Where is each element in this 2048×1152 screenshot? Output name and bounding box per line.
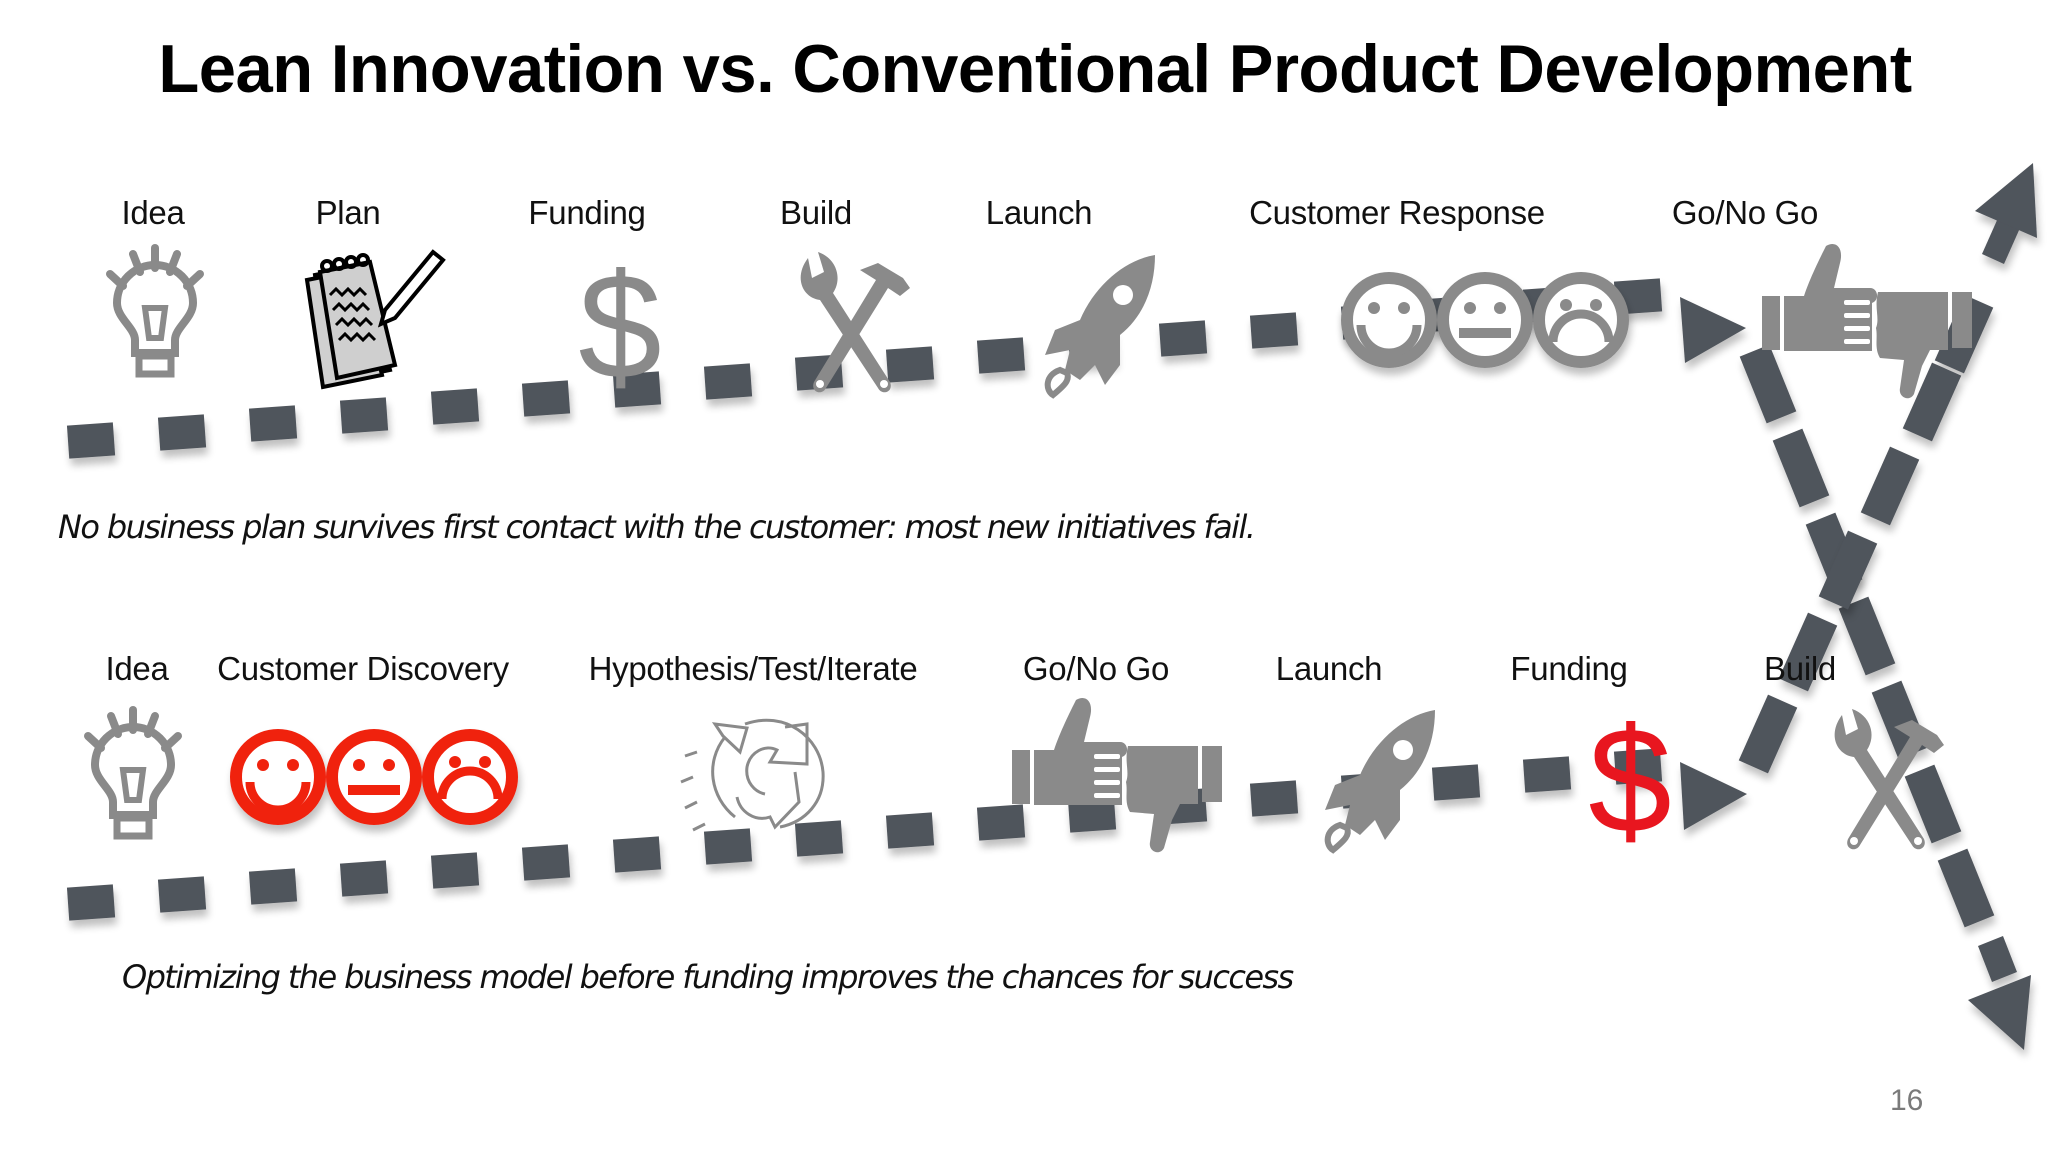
- lean-step-idea: Idea: [105, 650, 169, 687]
- slide-title: Lean Innovation vs. Conventional Product…: [158, 31, 1912, 107]
- lean-step-hypothesis-test-iterate: Hypothesis/Test/Iterate: [588, 650, 918, 687]
- lean-dashed-path: [66, 748, 1747, 921]
- lean-customer-discovery-smileys-icon: [236, 735, 512, 819]
- conventional-step-idea: Idea: [121, 194, 185, 231]
- lean-go-no-go-thumbs-icon: [1012, 697, 1222, 853]
- lean-funding-dollar-icon: $: [1588, 696, 1671, 864]
- lean-step-go-no-go: Go/No Go: [1022, 650, 1170, 687]
- lean-hypothesis-test-iterate-cycle-icon: [679, 718, 825, 832]
- conventional-step-funding: Funding: [528, 194, 646, 231]
- conventional-step-launch: Launch: [985, 194, 1093, 231]
- conventional-customer-response-smileys-icon: [1347, 278, 1623, 362]
- conventional-idea-lightbulb-icon: [110, 248, 200, 374]
- conventional-step-customer-response: Customer Response: [1249, 194, 1545, 231]
- lean-step-customer-discovery: Customer Discovery: [217, 650, 509, 687]
- conventional-launch-rocket-icon: [1045, 255, 1155, 395]
- conventional-step-plan: Plan: [315, 194, 381, 231]
- conventional-caption: No business plan survives first contact …: [58, 508, 1256, 546]
- page-number: 16: [1890, 1084, 1924, 1117]
- lean-step-funding: Funding: [1510, 650, 1628, 687]
- lean-idea-lightbulb-icon: [88, 710, 178, 836]
- lean-step-build: Build: [1764, 650, 1836, 687]
- no-go-descending-path: [1739, 344, 2031, 1050]
- conventional-step-go-no-go: Go/No Go: [1671, 194, 1819, 231]
- lean-caption: Optimizing the business model before fun…: [122, 958, 1294, 996]
- conventional-funding-dollar-icon: $: [578, 242, 661, 410]
- conventional-plan-notepad-icon: [304, 249, 446, 390]
- conventional-step-build: Build: [780, 194, 852, 231]
- lean-step-launch: Launch: [1275, 650, 1383, 687]
